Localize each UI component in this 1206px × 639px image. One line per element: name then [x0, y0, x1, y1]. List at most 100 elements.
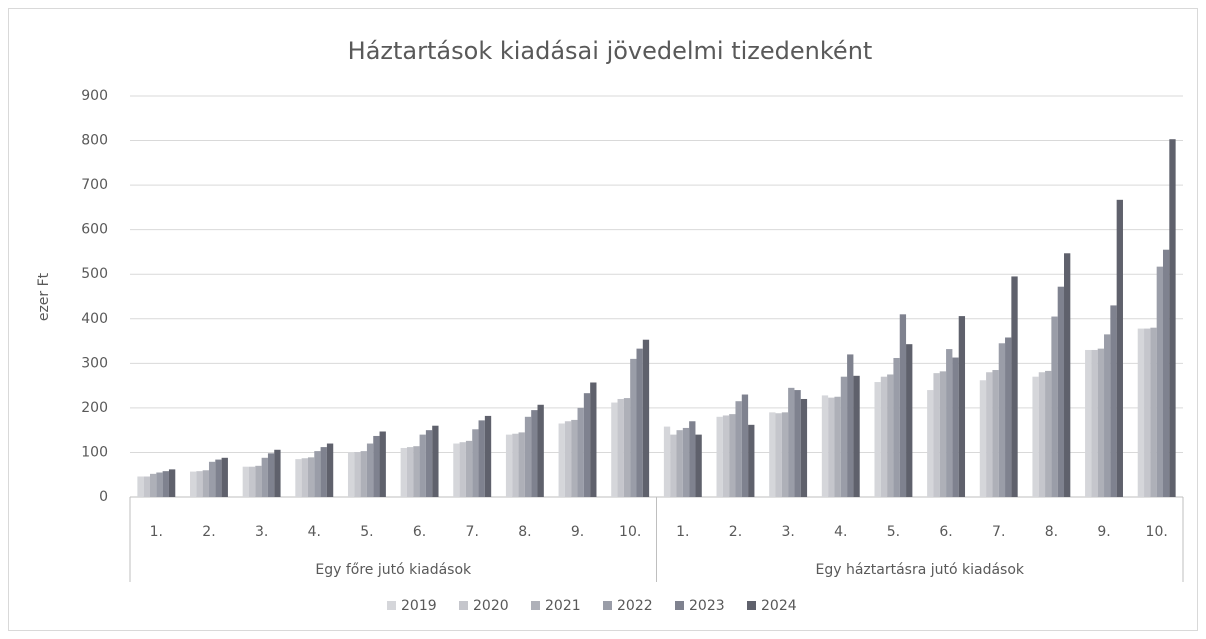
y-tick-label: 100 [81, 444, 108, 460]
x-tick-label: 5. [887, 524, 900, 540]
bar [1064, 253, 1071, 497]
bar [524, 416, 532, 497]
y-tick-label: 700 [81, 177, 108, 193]
bar [735, 401, 742, 497]
x-tick-label: 3. [781, 524, 794, 540]
bar [512, 433, 519, 497]
bar [1032, 376, 1039, 497]
bar [1110, 305, 1117, 497]
legend-swatch [387, 601, 396, 610]
bar [1156, 266, 1163, 497]
bar [682, 427, 690, 497]
bar [788, 387, 795, 497]
bar [248, 466, 256, 497]
bar [676, 430, 683, 497]
bar [617, 398, 624, 497]
bar [518, 432, 525, 497]
bar [1085, 349, 1092, 497]
bar [769, 412, 776, 497]
bar [729, 414, 736, 497]
legend-label: 2020 [473, 598, 509, 614]
x-tick-label: 4. [834, 524, 847, 540]
bar [1104, 334, 1111, 497]
bar [670, 434, 677, 497]
bar [880, 376, 888, 497]
bar [307, 457, 315, 497]
bar [326, 443, 334, 497]
bar [1137, 328, 1145, 497]
bar [320, 447, 327, 497]
bar [642, 339, 650, 497]
bar [202, 470, 209, 497]
bar [373, 435, 380, 497]
bar [1169, 139, 1176, 498]
x-tick-label: 10. [619, 524, 641, 540]
bar [558, 423, 565, 497]
bar [354, 451, 361, 497]
bar [1005, 337, 1012, 497]
group-label: Egy főre jutó kiadások [315, 562, 472, 578]
x-tick-label: 9. [1097, 524, 1110, 540]
bar [590, 382, 597, 497]
bar [301, 458, 308, 497]
bar [899, 314, 907, 497]
bar [267, 453, 275, 497]
bar [741, 394, 749, 497]
bar [295, 459, 302, 497]
bar [834, 396, 841, 497]
bar [1116, 199, 1123, 497]
legend-swatch [675, 601, 684, 610]
y-tick-label: 200 [81, 400, 108, 416]
bar [168, 469, 176, 497]
bar [722, 415, 730, 497]
bar [821, 395, 829, 497]
bar [484, 415, 492, 497]
bar [1150, 327, 1157, 497]
bar [979, 380, 987, 497]
bar [946, 349, 953, 497]
bar [636, 348, 643, 497]
bar [716, 416, 723, 497]
x-tick-label: 9. [571, 524, 584, 540]
bar [992, 370, 999, 497]
bar [1051, 316, 1058, 497]
x-tick-label: 6. [939, 524, 952, 540]
bar [274, 449, 281, 497]
bar [137, 476, 144, 497]
bar [531, 410, 538, 497]
bar [1011, 276, 1018, 497]
bar [933, 373, 940, 497]
bar [1097, 348, 1105, 497]
bar [840, 376, 848, 497]
y-tick-label: 400 [81, 311, 108, 327]
x-tick-label: 5. [360, 524, 373, 540]
bar [874, 382, 881, 497]
bar [472, 429, 479, 497]
bar [847, 354, 854, 497]
legend-label: 2022 [617, 598, 653, 614]
bar [583, 393, 591, 497]
bar [794, 390, 801, 497]
bar [478, 420, 485, 497]
bar [986, 372, 993, 497]
bar [571, 419, 578, 497]
x-tick-label: 1. [150, 524, 163, 540]
y-tick-label: 0 [99, 489, 108, 505]
x-tick-label: 3. [255, 524, 268, 540]
bar [775, 413, 782, 497]
y-tick-label: 600 [81, 222, 108, 238]
bar [400, 447, 407, 497]
bar [150, 473, 157, 497]
bar [958, 316, 966, 497]
bar [663, 426, 671, 497]
x-tick-label: 10. [1146, 524, 1168, 540]
y-axis-label: ezer Ft [36, 272, 52, 321]
bar [196, 471, 203, 497]
bar [453, 443, 460, 497]
legend-label: 2019 [401, 598, 437, 614]
bar [190, 471, 197, 497]
y-tick-label: 800 [81, 133, 108, 149]
bar [939, 371, 947, 497]
bar [347, 452, 355, 497]
